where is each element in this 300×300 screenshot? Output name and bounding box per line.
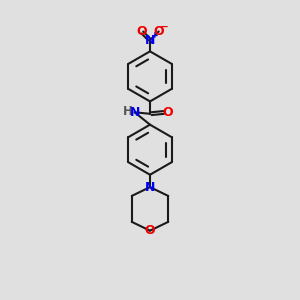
Text: H: H [122, 105, 132, 118]
Text: O: O [136, 25, 147, 38]
Text: N: N [130, 106, 140, 119]
Text: N: N [145, 34, 155, 47]
Text: +: + [151, 31, 158, 40]
Text: O: O [162, 106, 173, 119]
Text: −: − [160, 22, 169, 32]
Text: O: O [153, 25, 164, 38]
Text: N: N [145, 181, 155, 194]
Text: O: O [145, 224, 155, 237]
